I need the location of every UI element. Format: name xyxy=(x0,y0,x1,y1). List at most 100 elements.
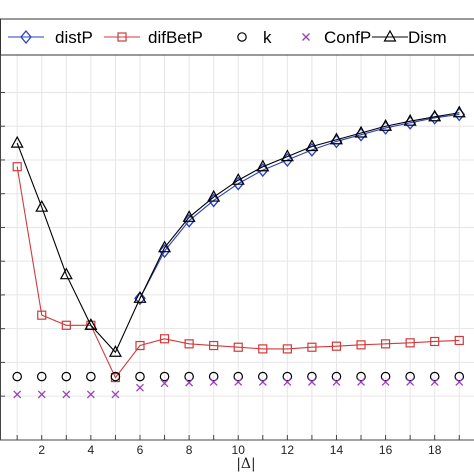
legend-item-dism: Dism xyxy=(372,28,447,47)
data-point-dism xyxy=(379,118,393,131)
data-point-dism xyxy=(403,113,417,126)
data-point-k xyxy=(454,371,465,382)
data-point-confp xyxy=(332,378,341,386)
data-point-difbetp xyxy=(209,340,219,351)
data-point-dism xyxy=(158,240,172,253)
data-point-k xyxy=(380,371,391,382)
data-point-k xyxy=(307,371,317,382)
data-point-confp xyxy=(455,378,464,386)
data-point-k xyxy=(110,371,121,382)
data-point-dism xyxy=(207,189,221,202)
data-point-distp xyxy=(379,120,392,135)
data-point-difbetp xyxy=(430,336,440,347)
data-point-dism xyxy=(329,132,343,145)
data-point-confp-stroke xyxy=(283,378,292,386)
data-point-confp xyxy=(430,378,439,386)
data-point-dism xyxy=(280,149,294,162)
legend: distP difBetP k ConfP Dism xyxy=(0,18,474,56)
x-tick-label: 8 xyxy=(186,443,193,457)
data-point-k xyxy=(12,371,22,382)
data-point-k xyxy=(356,371,366,382)
legend-item-distp: distP xyxy=(8,28,93,47)
data-point-dism xyxy=(305,139,319,152)
series-line-dism xyxy=(16,112,460,354)
data-point-dism xyxy=(59,267,73,280)
legend-marker-k xyxy=(237,32,247,42)
legend-marker-distp xyxy=(20,29,32,45)
data-point-confp-stroke xyxy=(111,390,120,399)
x-tick-label: 16 xyxy=(379,443,393,457)
data-point-k xyxy=(36,371,47,382)
series-dism xyxy=(10,105,466,357)
data-point-difbetp xyxy=(37,310,47,320)
data-point-difbetp xyxy=(380,339,391,349)
data-point-confp-stroke xyxy=(430,378,439,386)
data-point-confp-stroke xyxy=(37,390,46,399)
data-point-confp xyxy=(185,378,194,387)
data-point-difbetp xyxy=(356,340,366,350)
data-point-confp xyxy=(13,390,22,399)
data-point-confp xyxy=(209,378,218,386)
data-point-dism xyxy=(84,318,98,330)
data-point-distp xyxy=(183,213,195,228)
data-point-confp xyxy=(381,378,390,386)
x-tick-label: 14 xyxy=(330,443,344,457)
data-point-confp xyxy=(406,378,415,386)
legend-item-difbetp: difBetP xyxy=(104,28,203,47)
legend-label-dism: Dism xyxy=(408,28,447,47)
data-point-confp-stroke xyxy=(185,378,194,387)
data-point-dism xyxy=(428,109,442,122)
data-point-confp xyxy=(37,390,46,399)
legend-marker-confp-stroke xyxy=(302,33,310,41)
data-point-k xyxy=(282,371,293,382)
x-tick-label: 4 xyxy=(88,443,95,457)
legend-label-k: k xyxy=(263,28,272,47)
data-point-distp xyxy=(207,193,220,208)
data-point-confp-stroke xyxy=(357,378,365,386)
data-point-difbetp xyxy=(307,342,317,352)
legend-item-k: k xyxy=(237,28,272,47)
data-point-confp-stroke xyxy=(234,378,243,386)
data-point-distp xyxy=(453,107,466,122)
data-point-difbetp xyxy=(454,335,464,346)
data-point-dism xyxy=(35,199,49,212)
series-line-distp xyxy=(139,113,460,299)
data-point-confp xyxy=(62,390,71,399)
data-point-k xyxy=(184,371,194,382)
series-k xyxy=(12,371,465,382)
data-point-confp xyxy=(86,390,95,399)
data-point-dism xyxy=(182,210,196,222)
data-point-confp-stroke xyxy=(160,379,169,388)
data-point-k xyxy=(61,371,72,382)
legend-label-distp: distP xyxy=(55,28,93,47)
data-point-confp xyxy=(111,390,120,399)
x-tick-label: 2 xyxy=(38,443,45,457)
legend-marker-confp xyxy=(302,33,310,41)
data-point-confp xyxy=(283,378,292,386)
data-point-k xyxy=(405,371,415,382)
data-point-confp-stroke xyxy=(86,390,95,399)
data-point-dism xyxy=(256,159,270,172)
data-point-k xyxy=(208,371,219,382)
data-point-k xyxy=(135,371,145,382)
data-point-confp xyxy=(258,378,267,386)
data-point-confp-stroke xyxy=(332,378,341,386)
data-point-difbetp xyxy=(184,339,194,349)
data-point-confp xyxy=(234,378,243,386)
data-point-distp xyxy=(355,127,367,142)
data-point-confp-stroke xyxy=(455,378,464,386)
data-point-k xyxy=(257,371,268,382)
data-point-confp-stroke xyxy=(62,390,71,399)
data-point-confp xyxy=(136,383,144,392)
x-tick-label: 10 xyxy=(232,443,246,457)
data-point-confp-stroke xyxy=(136,383,144,392)
data-point-k xyxy=(159,371,170,382)
legend-item-confp: ConfP xyxy=(302,28,371,47)
plot-series xyxy=(10,105,466,399)
data-point-distp xyxy=(158,244,171,259)
data-point-confp-stroke xyxy=(307,378,316,386)
data-point-k xyxy=(429,371,440,382)
data-point-difbetp xyxy=(331,341,342,351)
data-point-dism xyxy=(452,105,466,118)
